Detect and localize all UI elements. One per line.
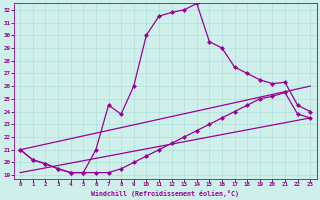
X-axis label: Windchill (Refroidissement éolien,°C): Windchill (Refroidissement éolien,°C) (91, 190, 239, 197)
